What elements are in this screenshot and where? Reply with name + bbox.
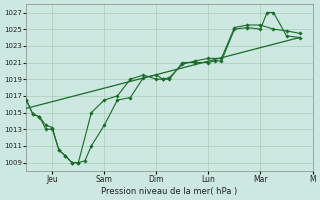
X-axis label: Pression niveau de la mer( hPa ): Pression niveau de la mer( hPa ) — [101, 187, 237, 196]
